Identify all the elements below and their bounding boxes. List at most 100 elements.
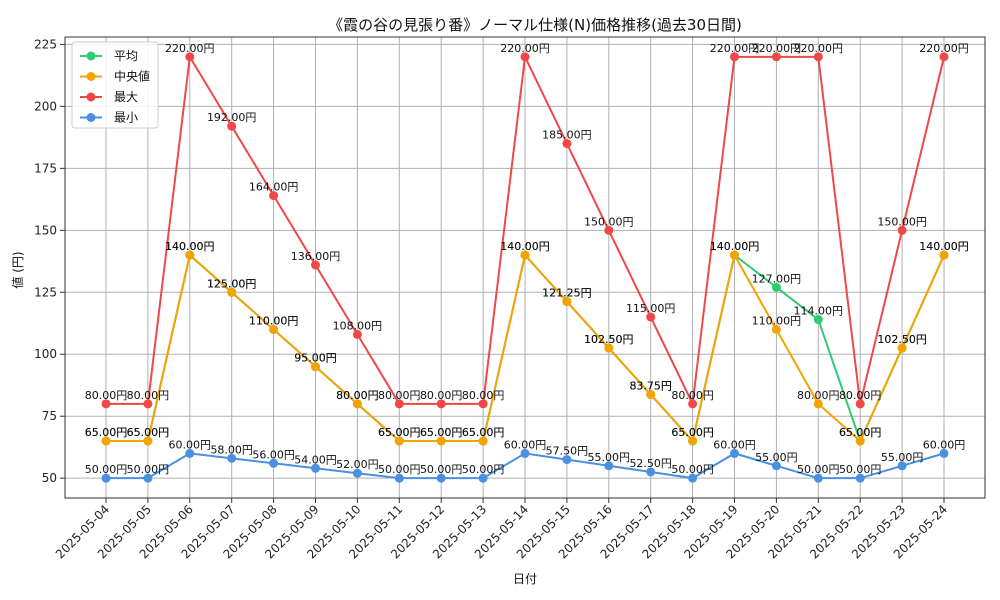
- x-axis-title: 日付: [513, 572, 537, 586]
- data-label: 50.00円: [671, 463, 714, 476]
- legend-marker: [86, 72, 96, 81]
- data-label: 220.00円: [919, 42, 969, 55]
- data-point: [604, 225, 614, 235]
- data-label: 80.00円: [671, 389, 714, 402]
- data-label: 140.00円: [710, 240, 760, 253]
- data-label: 65.00円: [378, 426, 421, 439]
- data-point: [688, 399, 698, 409]
- data-point: [269, 191, 279, 201]
- data-label: 65.00円: [85, 426, 128, 439]
- data-label: 56.00円: [252, 448, 295, 461]
- data-label: 80.00円: [378, 389, 421, 402]
- data-label: 102.50円: [877, 333, 927, 346]
- data-label: 60.00円: [713, 438, 756, 451]
- data-label: 102.50円: [877, 333, 927, 346]
- data-point: [311, 362, 320, 372]
- data-point: [771, 282, 781, 292]
- data-point: [185, 448, 195, 458]
- data-label: 192.00円: [207, 111, 257, 124]
- data-point: [646, 390, 656, 400]
- y-tick-label: 75: [42, 409, 57, 423]
- data-point: [730, 250, 739, 260]
- data-label: 60.00円: [504, 438, 547, 451]
- data-point: [269, 324, 279, 334]
- data-label: 60.00円: [923, 438, 966, 451]
- data-point: [813, 473, 823, 483]
- legend-box: [71, 41, 159, 129]
- data-point: [688, 436, 698, 446]
- data-label: 140.00円: [710, 240, 760, 253]
- data-label: 110.00円: [752, 314, 802, 327]
- data-point: [143, 399, 153, 409]
- data-label: 55.00円: [588, 451, 631, 464]
- data-point: [185, 250, 195, 260]
- data-point: [394, 473, 404, 483]
- data-label: 52.50円: [629, 457, 672, 470]
- data-point: [939, 52, 949, 62]
- data-label: 65.00円: [462, 426, 505, 439]
- data-point: [604, 343, 614, 353]
- data-label: 57.50円: [546, 445, 589, 458]
- data-point: [562, 455, 572, 465]
- data-point: [813, 315, 823, 325]
- data-point: [227, 287, 237, 297]
- data-label: 80.00円: [127, 389, 170, 402]
- data-point: [227, 453, 237, 463]
- data-point: [897, 461, 907, 471]
- data-point: [520, 448, 530, 458]
- legend-marker: [86, 92, 96, 102]
- data-point: [897, 225, 907, 235]
- data-point: [771, 324, 781, 334]
- chart-title: 《霞の谷の見張り番》ノーマル仕様(N)価格推移(過去30日間): [328, 16, 742, 34]
- data-point: [478, 473, 488, 483]
- series-group: [101, 52, 949, 483]
- data-label: 102.50円: [584, 333, 634, 346]
- y-axis-title: 値 (円): [10, 251, 25, 288]
- data-label: 140.00円: [500, 240, 550, 253]
- data-label: 60.00円: [169, 438, 212, 451]
- legend-marker: [86, 113, 96, 122]
- y-tick-label: 200: [34, 99, 57, 113]
- data-point: [813, 399, 823, 409]
- data-label: 102.50円: [584, 333, 634, 346]
- data-label: 80.00円: [336, 389, 379, 402]
- data-point: [771, 461, 781, 471]
- data-point: [436, 473, 446, 483]
- data-label: 83.75円: [629, 380, 672, 393]
- legend-marker: [86, 51, 96, 61]
- data-point: [352, 329, 362, 339]
- y-tick-label: 125: [34, 285, 57, 299]
- y-tick-label: 175: [34, 161, 57, 175]
- data-label: 55.00円: [755, 451, 798, 464]
- data-label: 50.00円: [839, 463, 882, 476]
- data-point: [101, 399, 111, 409]
- data-label: 110.00円: [249, 314, 299, 327]
- data-label: 140.00円: [165, 240, 215, 253]
- data-label: 150.00円: [584, 215, 634, 228]
- plot-frame: [64, 36, 986, 499]
- data-point: [478, 399, 488, 409]
- y-tick-label: 100: [34, 347, 57, 361]
- data-label: 108.00円: [333, 319, 383, 332]
- data-label: 65.00円: [420, 426, 463, 439]
- data-label: 80.00円: [336, 389, 379, 402]
- data-point: [185, 52, 195, 62]
- data-label: 65.00円: [420, 426, 463, 439]
- data-label: 65.00円: [85, 426, 128, 439]
- data-point: [394, 436, 404, 446]
- data-point: [562, 139, 572, 149]
- legend-label: 最大: [114, 90, 138, 104]
- data-label: 121.25円: [542, 287, 592, 300]
- data-label: 121.25円: [542, 287, 592, 300]
- data-label: 65.00円: [462, 426, 505, 439]
- data-label: 125.00円: [207, 277, 257, 290]
- legend-label: 平均: [114, 49, 138, 63]
- data-point: [227, 121, 237, 131]
- data-point: [478, 436, 488, 446]
- data-label: 54.00円: [294, 453, 337, 466]
- data-label: 95.00円: [294, 352, 337, 365]
- data-label: 115.00円: [626, 302, 676, 315]
